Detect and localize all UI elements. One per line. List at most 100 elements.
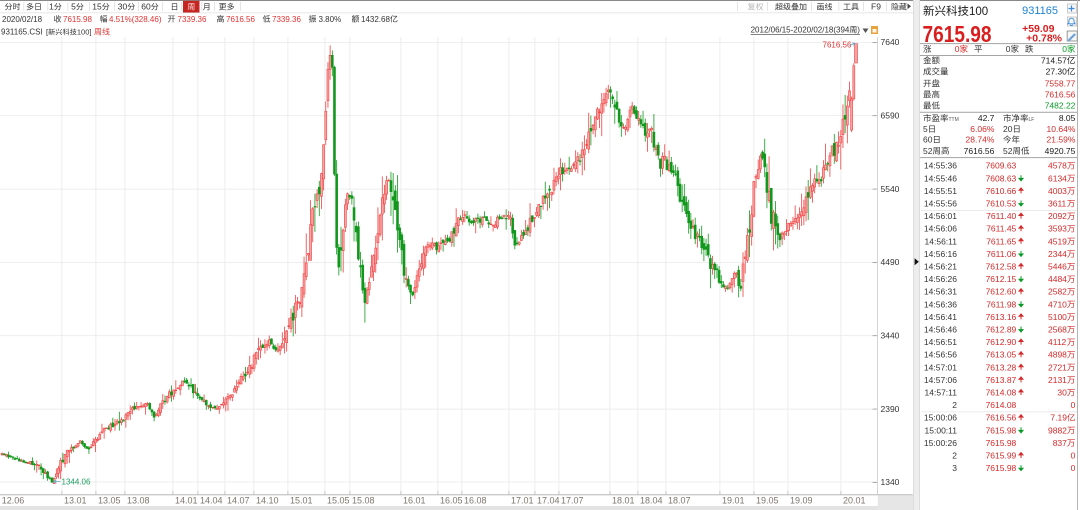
svg-text:14:56:01: 14:56:01 xyxy=(924,211,957,221)
svg-text:17.04: 17.04 xyxy=(537,495,560,505)
svg-text:6590: 6590 xyxy=(881,111,900,121)
svg-text:27.30: 27.30 xyxy=(1046,67,1068,77)
svg-text:2344: 2344 xyxy=(1048,249,1067,259)
svg-text:4484: 4484 xyxy=(1048,274,1067,284)
svg-text:5540: 5540 xyxy=(881,184,900,194)
svg-text:14:56:26: 14:56:26 xyxy=(924,274,957,284)
svg-text:60: 60 xyxy=(923,135,933,145)
svg-text:0: 0 xyxy=(955,44,960,54)
svg-text:3593: 3593 xyxy=(1048,224,1067,234)
svg-text:1344.06: 1344.06 xyxy=(62,478,91,487)
svg-text:14:57:01: 14:57:01 xyxy=(924,362,957,372)
svg-text:1432.68: 1432.68 xyxy=(361,15,390,24)
svg-text:20: 20 xyxy=(1003,124,1013,134)
svg-text:7612.90: 7612.90 xyxy=(986,337,1017,347)
svg-text:14.07: 14.07 xyxy=(227,495,250,505)
svg-text:0: 0 xyxy=(1071,400,1076,410)
svg-text:8.05: 8.05 xyxy=(1059,113,1076,123)
svg-text:14:56:31: 14:56:31 xyxy=(924,287,957,297)
svg-text:52: 52 xyxy=(1003,146,1013,156)
svg-text:4490: 4490 xyxy=(881,257,900,267)
svg-text:14:56:46: 14:56:46 xyxy=(924,325,957,335)
svg-text:14:56:06: 14:56:06 xyxy=(924,224,957,234)
svg-text:7612.89: 7612.89 xyxy=(986,325,1017,335)
svg-text:3.80%: 3.80% xyxy=(319,15,342,24)
svg-text:7615.98: 7615.98 xyxy=(986,425,1017,435)
svg-text:14.04: 14.04 xyxy=(200,495,223,505)
svg-text:7612.60: 7612.60 xyxy=(986,287,1017,297)
svg-text:7558.77: 7558.77 xyxy=(1045,78,1076,88)
svg-text:19.05: 19.05 xyxy=(756,495,779,505)
svg-text:15.08: 15.08 xyxy=(352,495,375,505)
svg-text:0: 0 xyxy=(1062,44,1067,54)
svg-text:15:00:11: 15:00:11 xyxy=(925,425,958,435)
svg-text:7613.87: 7613.87 xyxy=(986,375,1017,385)
svg-text:16.05: 16.05 xyxy=(440,495,463,505)
svg-text:2568: 2568 xyxy=(1048,325,1067,335)
svg-text:4710: 4710 xyxy=(1048,299,1067,309)
svg-text:2: 2 xyxy=(952,400,957,410)
svg-text:4112: 4112 xyxy=(1048,337,1067,347)
svg-text:7482.22: 7482.22 xyxy=(1045,101,1076,111)
svg-text:14:55:56: 14:55:56 xyxy=(924,199,957,209)
svg-text:5100: 5100 xyxy=(1048,312,1067,322)
svg-text:14:57:06: 14:57:06 xyxy=(924,375,957,385)
svg-text:837: 837 xyxy=(1053,438,1067,448)
svg-text:14:55:46: 14:55:46 xyxy=(924,173,957,183)
svg-text:7616.56: 7616.56 xyxy=(823,40,852,49)
svg-text:7616.56: 7616.56 xyxy=(986,413,1017,423)
svg-text:7611.98: 7611.98 xyxy=(986,299,1016,309)
svg-text:0: 0 xyxy=(1071,451,1076,461)
svg-text:14:56:16: 14:56:16 xyxy=(924,249,957,259)
svg-text:7612.15: 7612.15 xyxy=(986,274,1017,284)
svg-text:7608.63: 7608.63 xyxy=(986,173,1017,183)
svg-text:2131: 2131 xyxy=(1048,375,1067,385)
svg-text:3: 3 xyxy=(952,463,957,473)
svg-text:7616.56: 7616.56 xyxy=(964,146,995,156)
svg-text:7613.28: 7613.28 xyxy=(986,362,1017,372)
svg-text:5446: 5446 xyxy=(1048,262,1067,272)
svg-text:4898: 4898 xyxy=(1048,350,1067,360)
svg-text:7615.98: 7615.98 xyxy=(986,463,1017,473)
svg-text:19.01: 19.01 xyxy=(722,495,745,505)
svg-text:14:56:51: 14:56:51 xyxy=(924,337,957,347)
svg-text:20.01: 20.01 xyxy=(843,495,866,505)
svg-text:5: 5 xyxy=(71,2,76,12)
svg-text:14:55:51: 14:55:51 xyxy=(924,186,957,196)
svg-text:21.59%: 21.59% xyxy=(1047,135,1076,145)
svg-text:7615.98: 7615.98 xyxy=(923,21,992,47)
svg-text:15: 15 xyxy=(92,2,102,12)
svg-text:7610.66: 7610.66 xyxy=(986,186,1017,196)
svg-text:7616.56: 7616.56 xyxy=(1045,90,1076,100)
svg-text:10.64%: 10.64% xyxy=(1047,124,1076,134)
svg-text:1340: 1340 xyxy=(881,477,900,487)
svg-text:4578: 4578 xyxy=(1048,161,1067,171)
svg-text:30: 30 xyxy=(1057,388,1067,398)
svg-text:7339.36: 7339.36 xyxy=(178,15,207,24)
svg-text:9882: 9882 xyxy=(1048,425,1067,435)
svg-text:4.51%(328.46): 4.51%(328.46) xyxy=(109,15,162,24)
svg-text:15:00:06: 15:00:06 xyxy=(924,413,957,423)
svg-text:2020/02/18: 2020/02/18 xyxy=(2,15,43,24)
svg-text:13.01: 13.01 xyxy=(64,495,87,505)
svg-text:14:56:41: 14:56:41 xyxy=(924,312,957,322)
svg-text:14:56:11: 14:56:11 xyxy=(925,236,958,246)
svg-text:0: 0 xyxy=(1071,463,1076,473)
svg-text:7611.06: 7611.06 xyxy=(986,249,1016,259)
svg-text:714.57: 714.57 xyxy=(1041,55,1067,65)
svg-text:5: 5 xyxy=(923,124,928,134)
svg-text:7612.58: 7612.58 xyxy=(986,262,1017,272)
svg-text:7.19: 7.19 xyxy=(1050,413,1067,423)
svg-text:7640: 7640 xyxy=(881,37,900,47)
svg-text:7610.53: 7610.53 xyxy=(986,199,1017,209)
svg-text:2390: 2390 xyxy=(881,404,900,414)
svg-text:15.01: 15.01 xyxy=(290,495,313,505)
svg-text:931165: 931165 xyxy=(1022,5,1058,17)
svg-text:28.74%: 28.74% xyxy=(966,135,995,145)
svg-text:4920.75: 4920.75 xyxy=(1045,146,1076,156)
svg-text:14:56:36: 14:56:36 xyxy=(924,299,957,309)
svg-text:13.08: 13.08 xyxy=(127,495,150,505)
svg-text:7609.63: 7609.63 xyxy=(986,161,1017,171)
svg-text:7614.08: 7614.08 xyxy=(986,400,1017,410)
svg-text:4519: 4519 xyxy=(1048,236,1067,246)
